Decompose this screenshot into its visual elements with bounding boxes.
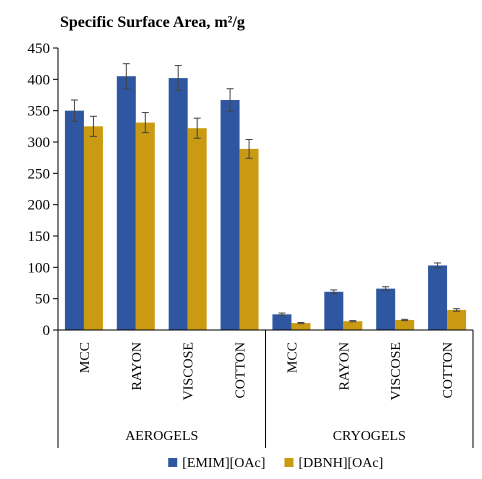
bar-dbnh xyxy=(291,323,311,330)
bar-dbnh xyxy=(187,128,207,330)
group-label: CRYOGELS xyxy=(333,429,406,444)
category-label: MCC xyxy=(78,342,93,373)
category-label: COTTON xyxy=(441,342,456,399)
bar-dbnh xyxy=(447,309,467,330)
bar-emim xyxy=(168,78,188,330)
legend-swatch xyxy=(168,458,178,467)
bar-dbnh xyxy=(395,319,415,330)
x-axis: MCC RAYON VISCOSE COTTON MCC RAYON VISCOSE COTT… xyxy=(57,329,474,448)
y-axis: 0 50 100 150 200 250 300 350 400 450 xyxy=(28,41,59,339)
legend-swatch xyxy=(284,458,294,467)
y-tick-label: 100 xyxy=(28,260,51,276)
category-label: VISCOSE xyxy=(182,342,197,400)
bars xyxy=(64,63,467,331)
y-tick-label: 150 xyxy=(28,229,51,245)
y-tick-label: 350 xyxy=(28,104,51,120)
legend-label: [EMIM][OAc] xyxy=(182,456,265,471)
bar-dbnh xyxy=(83,126,103,330)
category-label: COTTON xyxy=(234,342,249,399)
bar-emim xyxy=(428,265,448,330)
y-tick-label: 300 xyxy=(28,135,51,151)
y-tick-label: 450 xyxy=(28,41,51,57)
y-tick-label: 50 xyxy=(35,292,50,308)
bar-emim xyxy=(376,288,396,330)
bar-emim xyxy=(116,76,136,330)
bar-dbnh xyxy=(135,122,155,330)
y-tick-label: 250 xyxy=(28,166,51,182)
bar-emim xyxy=(220,100,240,330)
category-label: MCC xyxy=(285,342,300,373)
legend-label: [DBNH][OAc] xyxy=(299,456,384,471)
category-label: VISCOSE xyxy=(389,342,404,400)
category-label: RAYON xyxy=(130,342,145,391)
category-label: RAYON xyxy=(337,342,352,391)
chart-title: Specific Surface Area, m²/g xyxy=(60,14,245,31)
bar-emim xyxy=(272,314,292,330)
y-tick-label: 0 xyxy=(43,323,51,339)
bar-emim xyxy=(64,110,84,331)
bar-emim xyxy=(324,291,344,330)
y-tick-label: 200 xyxy=(28,198,51,214)
bar-dbnh xyxy=(343,321,363,330)
group-label: AEROGELS xyxy=(125,429,198,444)
legend: [EMIM][OAc] [DBNH][OAc] xyxy=(168,456,383,471)
y-tick-label: 400 xyxy=(28,72,51,88)
bar-dbnh xyxy=(239,148,259,330)
